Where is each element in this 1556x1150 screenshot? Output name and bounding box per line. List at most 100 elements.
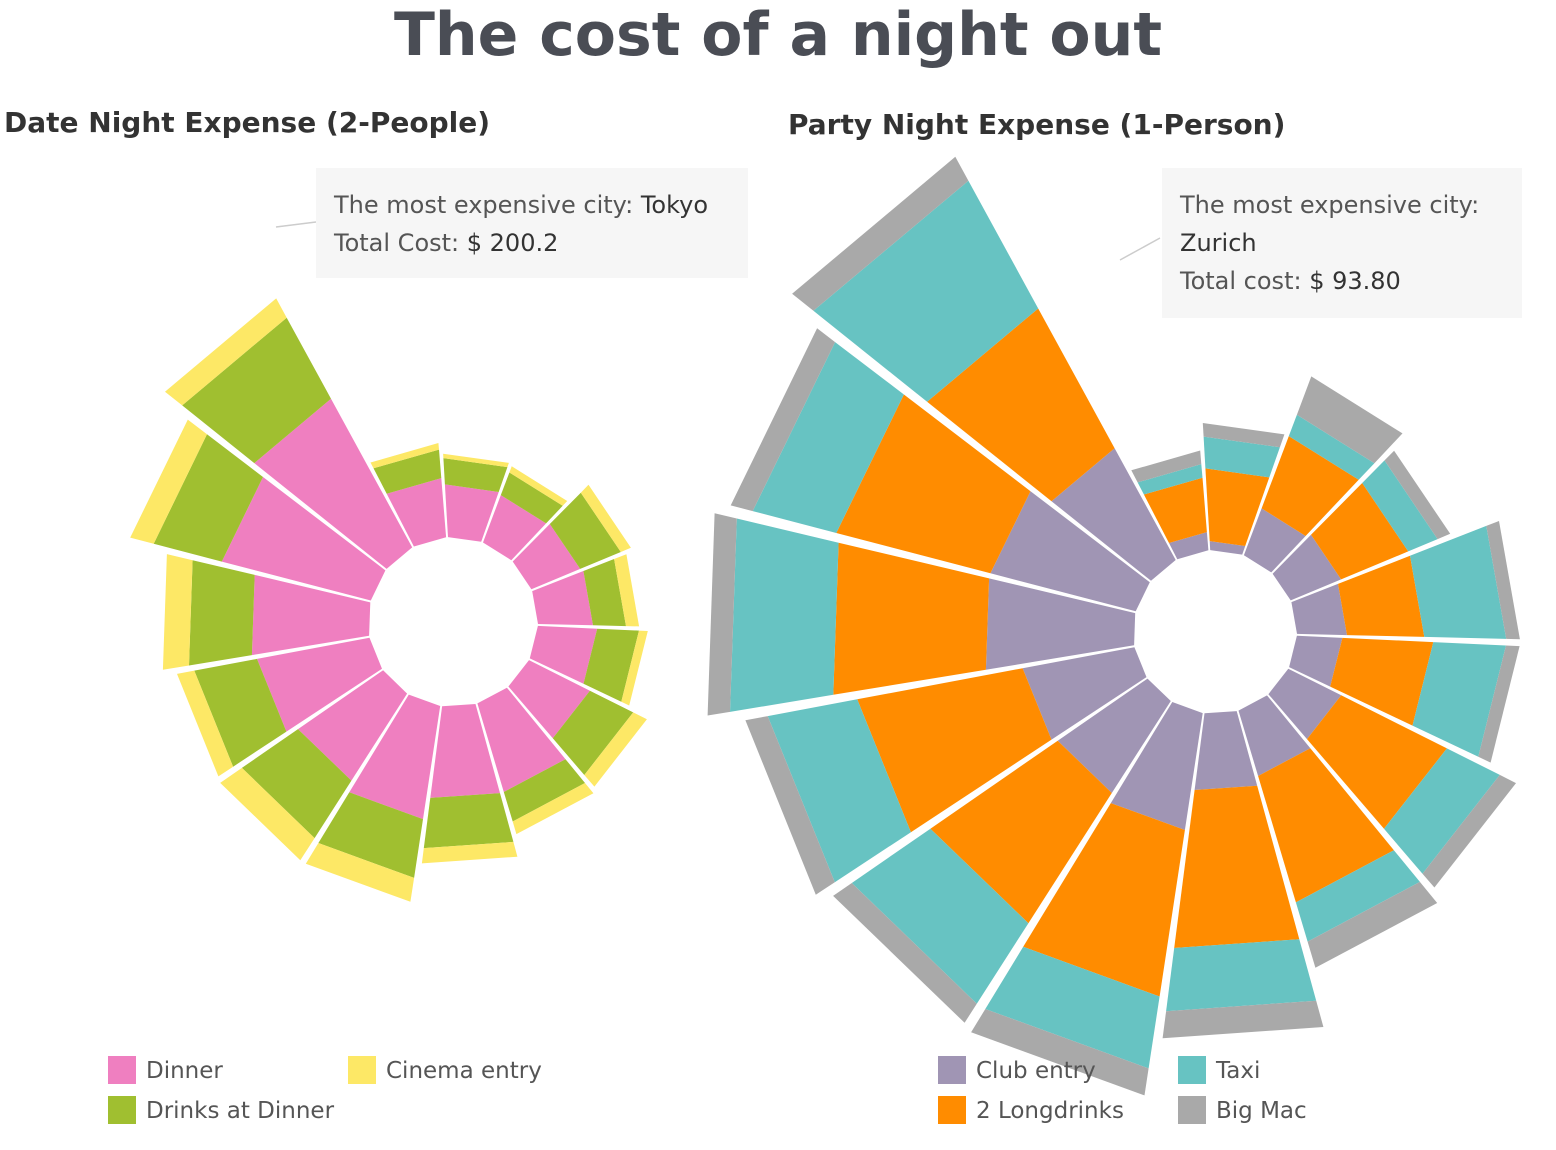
segment-3-2-longdrinks	[1311, 483, 1409, 580]
segment-11-cinema-entry	[177, 670, 234, 777]
legend-item-club: Club entry	[938, 1055, 1096, 1086]
legend-swatch	[108, 1095, 136, 1124]
segment-9-drinks-at-dinner	[318, 792, 423, 878]
segment-5-big-mac	[1478, 645, 1520, 763]
segment-2-cinema-entry	[509, 466, 568, 506]
segment-12-big-mac	[707, 513, 737, 716]
segment-5-cinema-entry	[621, 630, 648, 706]
segment-8-taxi	[1166, 939, 1317, 1012]
segment-14-dinner	[254, 398, 413, 569]
segment-9-big-mac	[971, 1009, 1149, 1096]
segment-14-club-entry	[1051, 448, 1176, 581]
segment-14-cinema-entry	[165, 298, 287, 406]
segment-6-club-entry	[1268, 668, 1342, 740]
segment-15-big-mac	[1131, 450, 1202, 483]
segment-4-drinks-at-dinner	[583, 559, 626, 627]
segment-7-drinks-at-dinner	[503, 759, 585, 822]
segment-6-drinks-at-dinner	[552, 690, 634, 775]
legend-item-cinema: Cinema entry	[348, 1055, 542, 1086]
segment-10-drinks-at-dinner	[241, 729, 352, 839]
segment-8-club-entry	[1194, 711, 1258, 790]
party-callout-leader	[1119, 237, 1161, 261]
segment-4-cinema-entry	[614, 554, 640, 627]
segment-2-drinks-at-dinner	[500, 472, 563, 524]
segment-3-club-entry	[1272, 534, 1342, 601]
callout-line-1: The most expensive city: Tokyo	[334, 191, 709, 219]
segment-9-club-entry	[1110, 702, 1203, 830]
segment-1-cinema-entry	[443, 453, 509, 468]
segment-1-2-longdrinks	[1205, 468, 1270, 546]
segment-14-big-mac	[792, 156, 969, 311]
segment-10-club-entry	[1057, 678, 1171, 793]
segment-1-taxi	[1203, 436, 1280, 478]
segment-7-big-mac	[1307, 881, 1438, 968]
segment-14-drinks-at-dinner	[182, 317, 331, 464]
segment-10-big-mac	[833, 883, 977, 1023]
segment-5-2-longdrinks	[1330, 637, 1434, 726]
segment-11-taxi	[767, 699, 911, 883]
segment-3-big-mac	[1384, 450, 1451, 540]
segment-2-club-entry	[1243, 508, 1306, 573]
segment-1-dinner	[444, 484, 499, 542]
segment-10-2-longdrinks	[930, 740, 1112, 924]
callout-city: Zurich	[1180, 229, 1257, 257]
segment-14-taxi	[813, 180, 1039, 402]
segment-10-cinema-entry	[220, 767, 315, 861]
segment-7-2-longdrinks	[1258, 748, 1394, 903]
segment-4-club-entry	[1291, 583, 1347, 636]
segment-8-2-longdrinks	[1174, 785, 1300, 948]
segment-6-cinema-entry	[584, 712, 647, 787]
segment-11-2-longdrinks	[857, 668, 1052, 833]
segment-15-drinks-at-dinner	[373, 449, 442, 494]
segment-2-2-longdrinks	[1261, 436, 1359, 536]
legend-swatch	[348, 1055, 376, 1084]
segment-6-big-mac	[1422, 774, 1516, 888]
legend-item-bigmac: Big Mac	[1178, 1095, 1307, 1126]
segment-13-big-mac	[730, 328, 836, 512]
segment-1-big-mac	[1202, 423, 1285, 448]
segment-13-drinks-at-dinner	[153, 434, 263, 562]
segment-9-2-longdrinks	[1023, 803, 1185, 997]
segment-11-drinks-at-dinner	[194, 658, 287, 767]
segment-4-2-longdrinks	[1338, 555, 1425, 637]
segment-5-drinks-at-dinner	[583, 628, 639, 702]
segment-10-dinner	[298, 670, 408, 781]
segment-8-dinner	[430, 704, 500, 798]
segment-12-dinner	[251, 574, 371, 656]
segment-13-cinema-entry	[130, 419, 207, 544]
page-title: The cost of a night out	[393, 0, 1163, 70]
date-night-callout: The most expensive city: Tokyo Total Cos…	[316, 168, 748, 278]
segment-3-drinks-at-dinner	[549, 492, 621, 569]
segment-4-taxi	[1410, 525, 1507, 639]
segment-13-club-entry	[990, 491, 1150, 612]
segment-15-dinner	[386, 478, 447, 547]
date-callout-leader	[275, 221, 317, 228]
callout-line-2: Total Cost: $ 200.2	[334, 229, 559, 257]
segment-13-2-longdrinks	[836, 394, 1031, 574]
segment-15-cinema-entry	[370, 443, 439, 469]
segment-5-dinner	[529, 625, 598, 684]
segment-15-2-longdrinks	[1143, 477, 1207, 543]
segment-11-dinner	[257, 637, 382, 732]
legend-item-dinner: Dinner	[108, 1055, 223, 1086]
callout-city: Tokyo	[640, 191, 709, 219]
segment-12-drinks-at-dinner	[189, 560, 255, 666]
party-night-title: Party Night Expense (1-Person)	[788, 108, 1286, 141]
segment-4-big-mac	[1486, 521, 1520, 640]
segment-5-club-entry	[1289, 635, 1343, 687]
legend-swatch	[938, 1095, 966, 1124]
segment-13-taxi	[752, 342, 904, 533]
segment-1-drinks-at-dinner	[443, 458, 508, 492]
segment-7-dinner	[477, 687, 566, 792]
legend-swatch	[938, 1055, 966, 1084]
callout-line-1: The most expensive city:	[1180, 191, 1480, 219]
segment-12-club-entry	[985, 578, 1136, 670]
segment-2-big-mac	[1296, 376, 1403, 464]
segment-2-dinner	[483, 495, 547, 561]
legend-item-longdrinks: 2 Longdrinks	[938, 1095, 1124, 1126]
legend-swatch	[1178, 1055, 1206, 1084]
callout-line-2: Total cost: $ 93.80	[1180, 267, 1401, 295]
callout-total: $ 200.2	[466, 229, 559, 257]
segment-12-taxi	[730, 518, 839, 712]
